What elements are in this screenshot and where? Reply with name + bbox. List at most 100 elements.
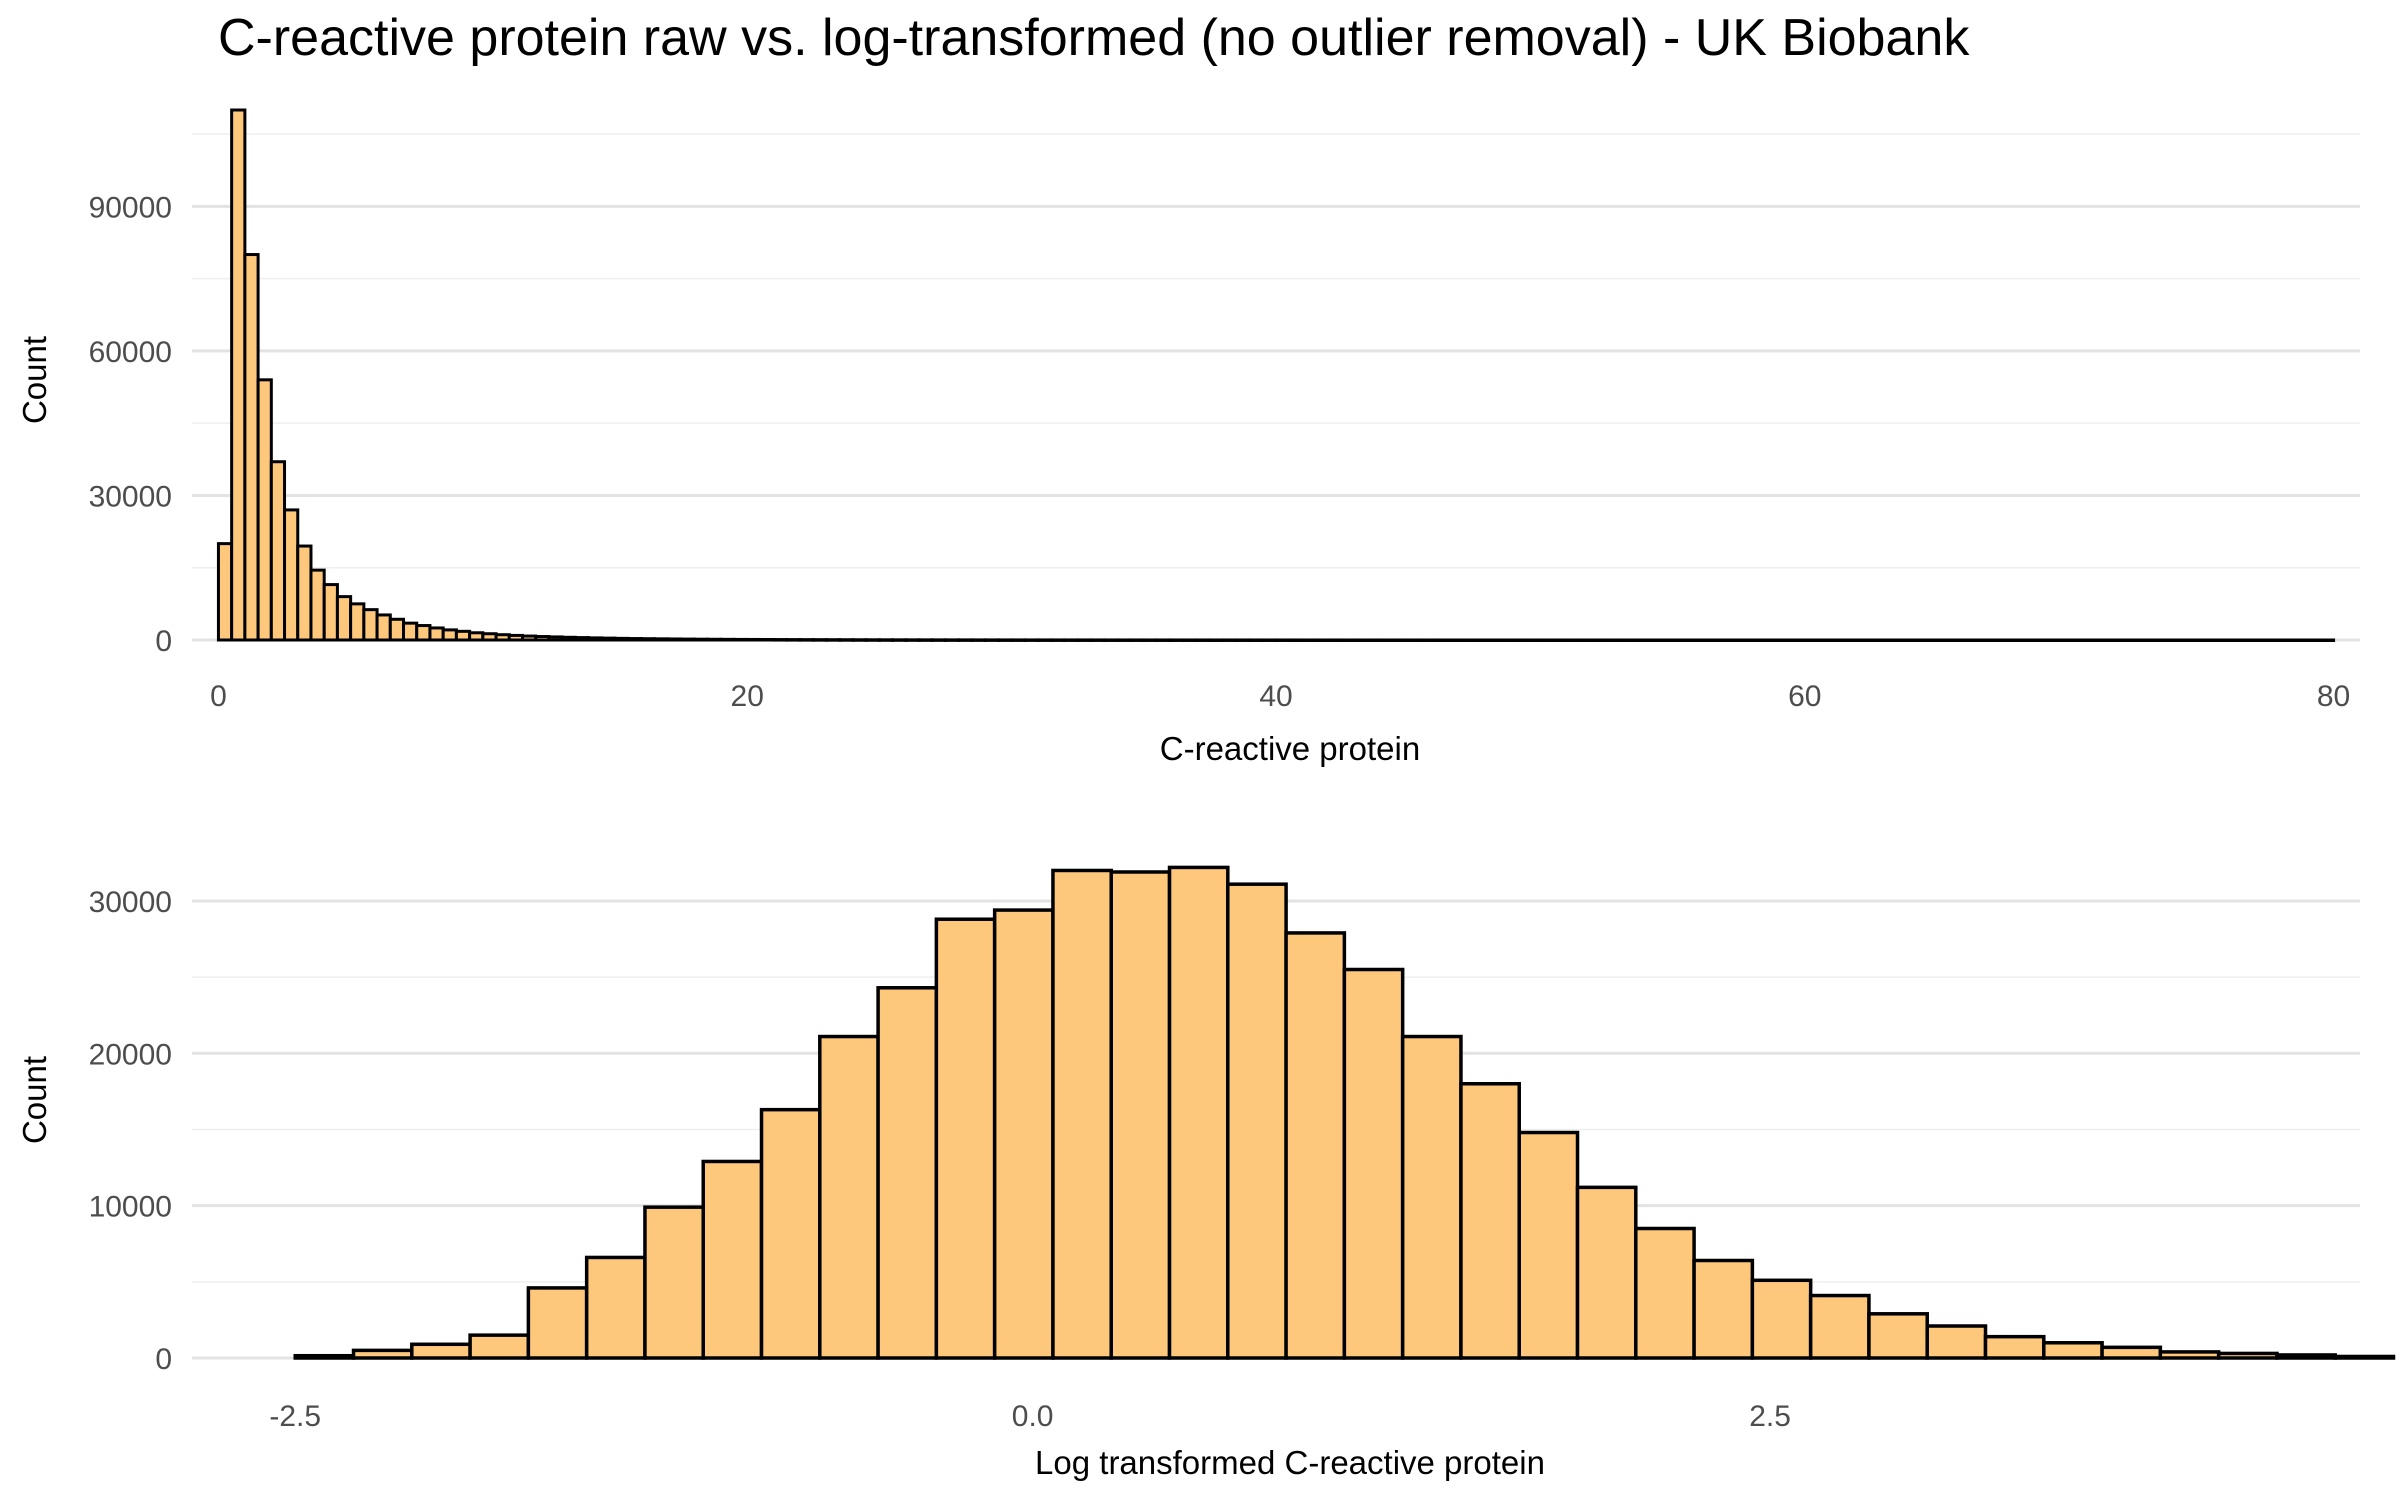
raw-histogram-bar <box>1129 638 1146 642</box>
raw-histogram-bar <box>2305 638 2322 642</box>
log-histogram-bar <box>1167 865 1230 1360</box>
raw-histogram-bar <box>1909 638 1926 642</box>
raw-histogram-bar <box>1010 638 1027 642</box>
raw-histogram-bar <box>1380 638 1397 642</box>
raw-histogram-bar <box>1856 638 1873 642</box>
log-y-tick-label: 10000 <box>89 1191 172 1224</box>
log-histogram-bar <box>1750 1278 1813 1360</box>
raw-histogram-bar <box>1565 638 1582 642</box>
raw-histogram-bar <box>1512 638 1529 642</box>
raw-histogram-bar <box>1274 638 1291 642</box>
raw-histogram-bar <box>1261 638 1278 642</box>
raw-histogram-bar <box>785 638 802 642</box>
log-bars <box>293 865 2396 1360</box>
raw-histogram-bar <box>600 636 617 642</box>
raw-histogram-bar <box>296 544 313 642</box>
log-histogram-bar <box>1867 1312 1929 1360</box>
raw-histogram-bar <box>1499 638 1516 642</box>
raw-histogram-bar <box>454 629 472 642</box>
raw-histogram-bar <box>1816 638 1833 642</box>
log-histogram-bar <box>1634 1226 1696 1360</box>
raw-histogram-bar <box>2054 638 2071 642</box>
figure-title: C-reactive protein raw vs. log-transform… <box>218 9 1970 67</box>
raw-histogram-bar <box>1525 638 1542 642</box>
raw-histogram-bar <box>1102 638 1119 642</box>
log-histogram-bar <box>1051 868 1113 1360</box>
raw-histogram-bar <box>2041 638 2058 642</box>
raw-histogram-bar <box>2094 638 2111 642</box>
raw-histogram-bar <box>944 638 961 642</box>
raw-histogram-bar <box>1076 638 1093 642</box>
raw-histogram-bar <box>1446 638 1463 642</box>
raw-histogram-bar <box>2067 638 2084 642</box>
raw-histogram-bar <box>1750 638 1767 642</box>
raw-histogram-bar <box>1869 638 1886 642</box>
raw-histogram-bar <box>626 637 643 642</box>
raw-x-axis-title: C-reactive protein <box>1160 730 1420 767</box>
raw-histogram-bar <box>322 583 339 642</box>
raw-histogram-bar <box>2213 638 2230 642</box>
raw-histogram-bar <box>2318 638 2336 642</box>
raw-histogram-bar <box>2252 638 2269 642</box>
raw-histogram-bar <box>1155 638 1172 642</box>
raw-histogram-bar <box>957 638 974 642</box>
raw-histogram-bar <box>2080 638 2098 642</box>
raw-histogram-bar <box>1829 638 1846 642</box>
raw-histogram-bar <box>587 636 604 642</box>
raw-histogram-bar <box>1433 638 1450 642</box>
raw-histogram-bar <box>1300 638 1318 642</box>
raw-histogram-bar <box>1208 638 1225 642</box>
log-histogram-bar <box>1400 1034 1463 1360</box>
raw-histogram-bar <box>349 602 366 642</box>
raw-histogram-bar <box>2186 638 2203 642</box>
raw-histogram-bar <box>2028 638 2045 642</box>
raw-histogram-bar <box>2292 638 2309 642</box>
raw-histogram-bar <box>2014 638 2032 642</box>
raw-histogram-bar <box>732 637 749 642</box>
raw-histogram-bar <box>1618 638 1635 642</box>
raw-histogram-bar <box>1393 638 1410 642</box>
raw-histogram-bar <box>507 633 524 642</box>
raw-histogram-bar <box>758 638 776 642</box>
raw-bars <box>216 108 2336 642</box>
raw-histogram-bar <box>1671 638 1688 642</box>
raw-x-tick-label: 20 <box>731 680 764 713</box>
raw-y-axis-title: Count <box>16 336 53 424</box>
raw-y-tick-label: 60000 <box>89 336 172 369</box>
log-histogram-bar <box>2216 1351 2279 1360</box>
raw-histogram-bar <box>468 631 485 642</box>
raw-histogram-bar <box>1631 638 1648 642</box>
raw-histogram-bar <box>1327 638 1344 642</box>
raw-histogram-bar <box>1776 638 1794 642</box>
raw-histogram-bar <box>573 636 591 642</box>
raw-histogram-bar <box>1115 638 1133 642</box>
raw-histogram-bar <box>772 638 789 642</box>
raw-histogram-bar <box>864 638 881 642</box>
raw-y-tick-label: 30000 <box>89 480 172 513</box>
raw-histogram-bar <box>375 613 392 642</box>
raw-histogram-bar <box>547 635 564 642</box>
log-histogram-bar <box>1109 870 1172 1360</box>
raw-histogram-bar <box>1221 638 1238 642</box>
raw-histogram-bar <box>904 638 921 642</box>
raw-histogram-bar <box>1763 638 1780 642</box>
raw-histogram-bar <box>534 635 551 642</box>
raw-x-tick-labels: 0 20 40 60 80 <box>210 680 2350 713</box>
raw-histogram-bar <box>1723 638 1741 642</box>
raw-histogram-bar <box>2107 638 2124 642</box>
raw-histogram-bar <box>1419 638 1437 642</box>
raw-histogram-bar <box>917 638 934 642</box>
log-histogram-bar <box>876 986 939 1360</box>
raw-histogram-bar <box>798 638 815 642</box>
raw-histogram-bar <box>1604 638 1622 642</box>
raw-histogram-bar <box>983 638 1000 642</box>
raw-histogram-bar <box>1472 638 1490 642</box>
raw-histogram-bar <box>1697 638 1714 642</box>
raw-histogram-bar <box>1459 638 1476 642</box>
raw-histogram-bar <box>560 635 577 642</box>
log-x-tick-labels: -2.5 0.0 2.5 <box>269 1400 1791 1433</box>
raw-histogram-bar <box>891 638 908 642</box>
raw-histogram-bar <box>402 621 419 642</box>
raw-histogram-bar <box>1591 638 1608 642</box>
